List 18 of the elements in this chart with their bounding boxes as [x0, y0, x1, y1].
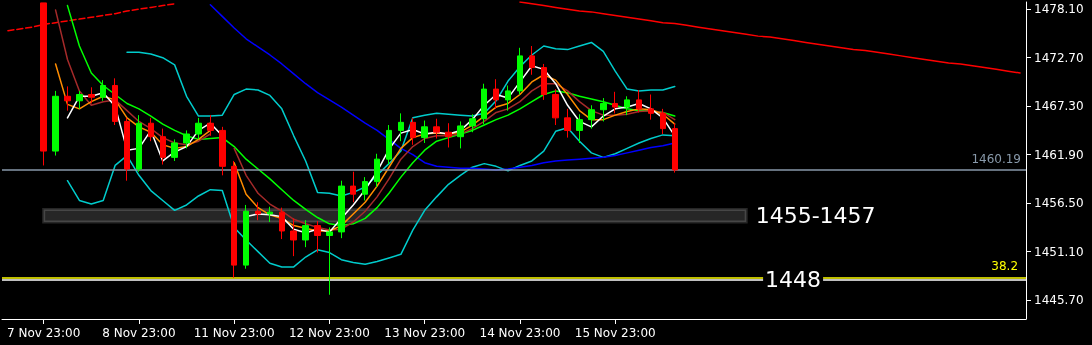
y-tick-label: 1461.90: [1034, 147, 1084, 162]
x-tick-label: 12 Nov 23:00: [288, 326, 370, 340]
x-tick-label: 15 Nov 23:00: [574, 326, 656, 340]
x-tick-label: 11 Nov 23:00: [193, 326, 275, 340]
band-label: 1455-1457: [755, 203, 876, 229]
x-tick-label: 13 Nov 23:00: [384, 326, 466, 340]
y-tick-label: 1445.70: [1034, 293, 1084, 308]
x-tick-label: 14 Nov 23:00: [479, 326, 561, 340]
y-tick-label: 1472.70: [1034, 50, 1084, 65]
annotation: 1448: [765, 266, 822, 292]
x-tick-label: 8 Nov 23:00: [102, 326, 176, 340]
y-tick-label: 1456.50: [1034, 196, 1084, 211]
ref-line-label: 1460.19: [971, 152, 1021, 167]
y-tick-label: 1467.30: [1034, 99, 1084, 114]
annotation: 38.2: [991, 258, 1019, 273]
y-tick-label: 1451.10: [1034, 244, 1084, 259]
y-tick-label: 1478.10: [1034, 2, 1084, 17]
x-tick-label: 7 Nov 23:00: [7, 326, 81, 340]
